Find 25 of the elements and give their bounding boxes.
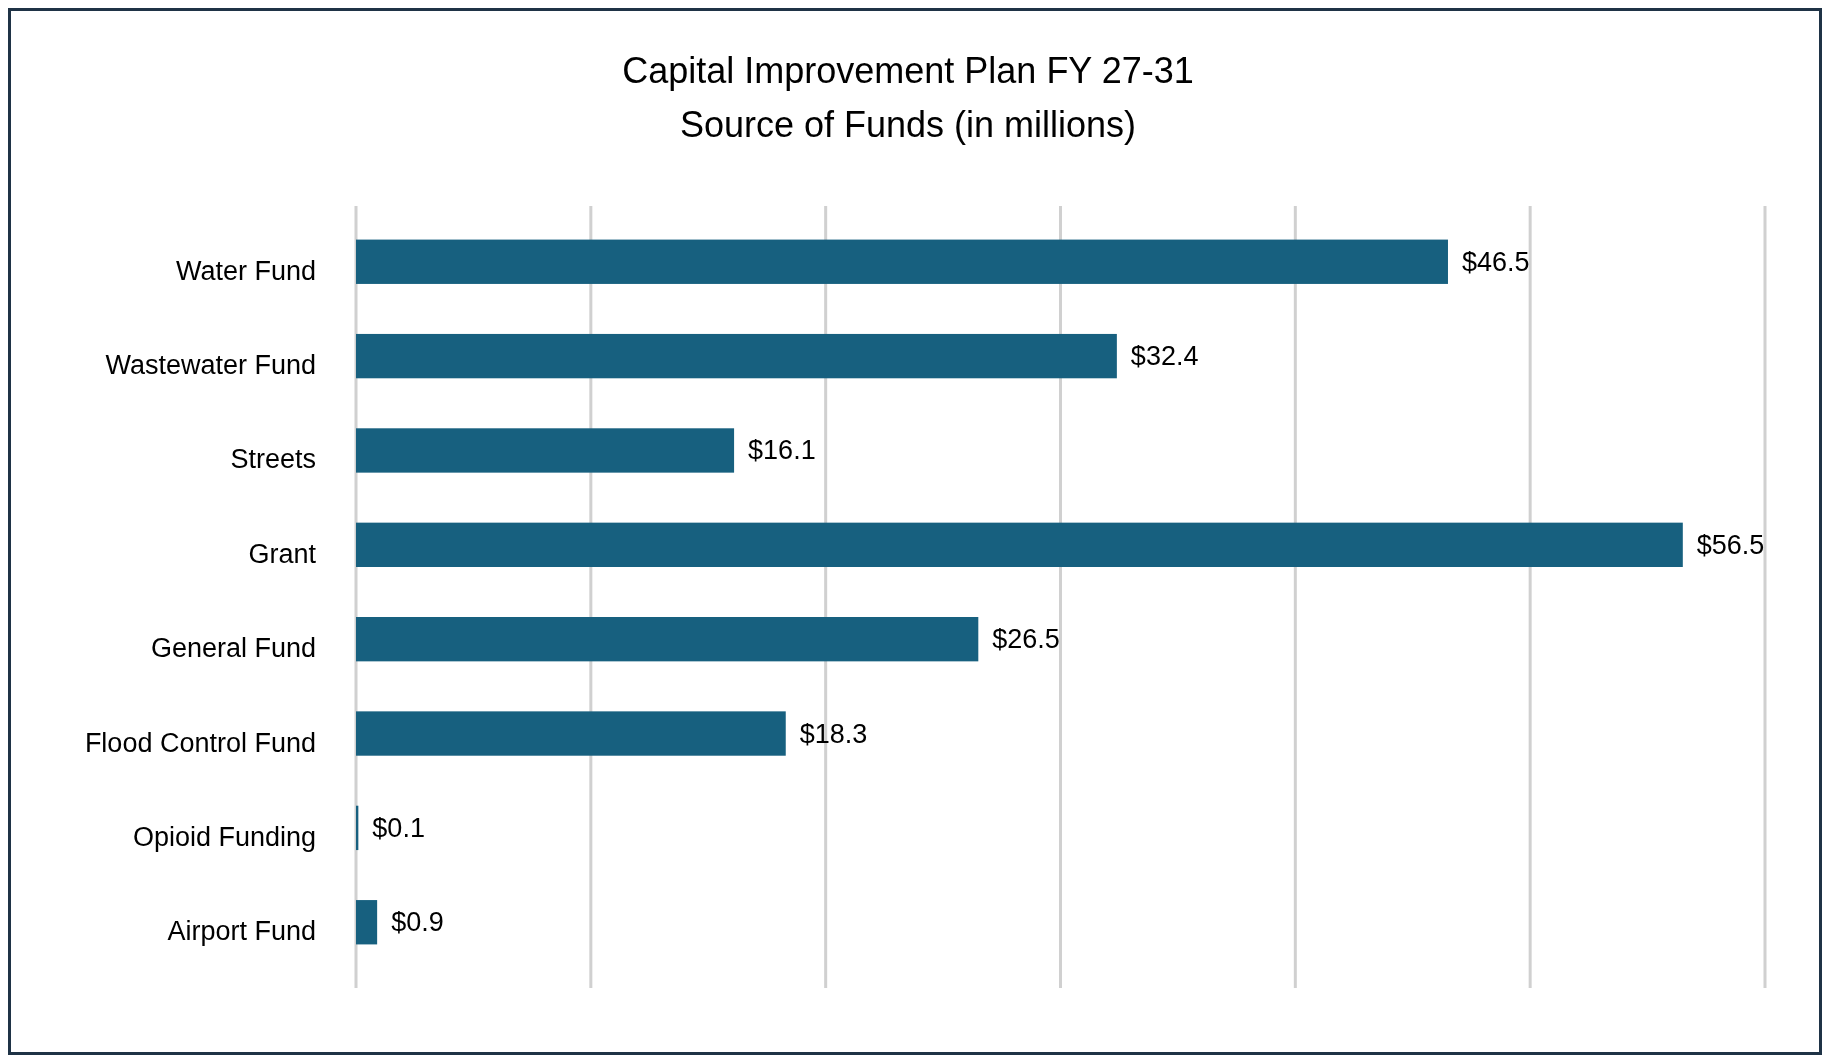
y-tick-label: Flood Control Fund [84, 727, 316, 758]
bar [356, 333, 1117, 379]
y-tick-label: Wastewater Fund [105, 350, 316, 381]
y-tick-label: Water Fund [175, 255, 316, 286]
bar [356, 239, 1448, 284]
data-label: $26.5 [992, 624, 1060, 655]
bar [356, 711, 786, 756]
data-label: $0.9 [391, 907, 444, 938]
y-tick-label: Grant [248, 538, 317, 569]
chart-subtitle: Source of Funds (in millions) [679, 104, 1137, 145]
data-label: $16.1 [748, 435, 816, 466]
y-tick-label: Streets [230, 444, 316, 475]
bar [356, 428, 735, 473]
data-label: $46.5 [1461, 246, 1530, 277]
y-tick-label: General Fund [150, 633, 316, 664]
y-tick-label: Opioid Funding [132, 821, 316, 852]
data-label: $56.5 [1696, 529, 1765, 560]
y-tick-label: Airport Fund [167, 916, 316, 947]
bar [356, 617, 979, 662]
bar [356, 522, 1683, 567]
bar [356, 900, 378, 945]
data-label: $0.1 [372, 812, 425, 843]
chart-title: Capital Improvement Plan FY 27-31 [622, 50, 1194, 91]
data-label: $18.3 [799, 718, 868, 749]
data-label: $32.4 [1130, 341, 1199, 372]
